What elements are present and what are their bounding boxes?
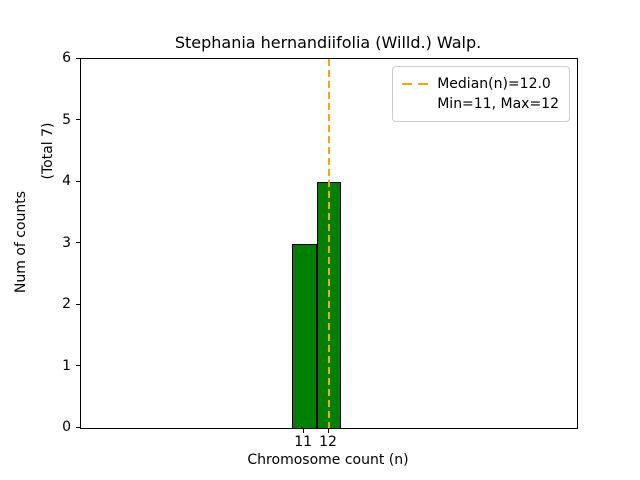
legend: Median(n)=12.0 Min=11, Max=12 [392,66,570,122]
x-tick-label: 12 [319,434,337,450]
median-dashed-line-swatch [402,83,430,85]
legend-entry-median: Median(n)=12.0 [402,74,559,94]
y-tick-label: 4 [62,173,71,189]
legend-swatch-spacer [402,103,429,105]
y-tick-label: 5 [62,111,71,128]
chart-title: Stephania hernandiifolia (Willd.) Walp. [174,33,482,52]
x-tick-mark [327,429,329,433]
y-tick-mark [76,119,80,120]
y-axis-total-label: (Total 7) [40,122,56,180]
x-tick-label: 11 [294,434,313,450]
plot-area: Median(n)=12.0 Min=11, Max=12 [80,58,578,429]
legend-label-minmax: Min=11, Max=12 [437,96,559,112]
median-line [328,59,330,428]
x-tick-mark [302,429,304,433]
y-tick-label: 6 [62,50,71,66]
y-tick-label: 2 [62,296,71,312]
y-tick-mark [76,180,80,182]
histogram-bar [291,243,317,428]
legend-entry-minmax: Min=11, Max=12 [402,94,559,114]
y-tick-mark [76,303,80,305]
x-axis-label: Chromosome count (n) [247,452,409,468]
y-tick-mark [76,365,80,366]
y-tick-label: 3 [62,234,71,251]
y-tick-mark [76,242,80,243]
y-tick-label: 0 [62,419,71,435]
y-tick-mark [76,426,80,428]
legend-label-median: Median(n)=12.0 [437,76,551,92]
y-tick-mark [76,57,80,59]
y-tick-label: 1 [62,357,71,374]
